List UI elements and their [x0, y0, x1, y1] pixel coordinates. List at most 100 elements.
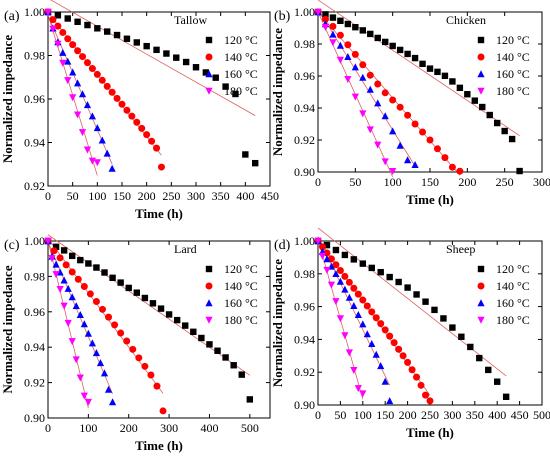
x-tick-label: 400: [200, 421, 218, 435]
y-tick-label: 0.92: [294, 365, 315, 379]
x-tick-label: 100: [88, 189, 106, 203]
data-point: [386, 273, 393, 281]
data-point: [485, 366, 492, 374]
data-point: [354, 290, 362, 298]
series-triangle-down: [314, 8, 397, 175]
data-point: [359, 260, 366, 267]
data-point: [449, 324, 456, 331]
series-triangle-down: [314, 237, 367, 398]
data-point: [366, 85, 374, 93]
data-point: [345, 293, 353, 301]
legend-marker: [477, 36, 485, 44]
legend-entry: 120 °C: [496, 33, 530, 47]
data-point: [159, 407, 167, 415]
data-point: [83, 146, 92, 154]
data-point: [467, 343, 474, 351]
data-point: [64, 319, 72, 327]
data-point: [92, 349, 101, 357]
data-point: [374, 80, 382, 88]
panel-2: 0 50 100 150 200 250 300 0.90 0.92 0.94 0.96 0.98 1.…: [270, 0, 550, 207]
x-tick-label: 300: [187, 189, 205, 203]
data-point: [103, 82, 111, 90]
data-point: [351, 93, 359, 101]
data-point: [232, 90, 239, 98]
data-point: [59, 28, 67, 36]
data-point: [433, 145, 441, 153]
data-point: [157, 305, 165, 312]
data-point: [198, 334, 205, 342]
data-point: [222, 354, 229, 361]
data-point: [329, 39, 337, 47]
data-point: [441, 72, 449, 80]
fit-line: [317, 227, 507, 377]
data-point: [44, 8, 52, 16]
y-tick-label: 0.98: [24, 49, 45, 63]
data-point: [471, 97, 478, 104]
data-point: [94, 25, 101, 32]
data-point: [68, 293, 76, 301]
data-point: [419, 60, 426, 68]
data-point: [118, 100, 126, 108]
legend-title: Chicken: [446, 13, 486, 27]
data-point: [374, 34, 381, 42]
legend-entry: 180 °C: [224, 313, 258, 327]
data-point: [344, 53, 352, 60]
data-point: [419, 128, 427, 136]
data-point: [389, 127, 397, 135]
data-point: [202, 69, 210, 76]
x-tick-label: 300: [160, 421, 178, 435]
data-point: [329, 14, 337, 21]
data-point: [494, 119, 501, 127]
data-point: [359, 110, 367, 118]
data-point: [157, 163, 165, 171]
legend-entry: 140 °C: [496, 50, 530, 64]
data-point: [133, 39, 140, 46]
data-point: [192, 64, 200, 71]
x-tick-label: 150: [376, 408, 394, 422]
x-tick-label: 450: [261, 189, 279, 203]
x-axis-label: Time (h): [406, 192, 454, 207]
data-point: [417, 381, 425, 389]
data-point: [56, 254, 64, 262]
data-point: [74, 111, 82, 119]
data-point: [56, 285, 64, 293]
data-point: [390, 339, 398, 347]
data-point: [64, 15, 71, 22]
data-point: [92, 298, 100, 306]
data-point: [332, 270, 340, 277]
data-point: [93, 70, 101, 78]
data-point: [366, 71, 374, 79]
data-point: [377, 320, 385, 328]
data-point: [336, 315, 344, 323]
data-point: [93, 159, 101, 167]
data-point: [56, 268, 64, 276]
data-point: [368, 308, 376, 316]
data-point: [352, 24, 359, 31]
series-circle: [314, 237, 434, 405]
data-point: [426, 65, 434, 72]
data-point: [48, 255, 56, 263]
data-point: [456, 167, 464, 175]
y-tick-label: 0.94: [24, 340, 45, 354]
data-point: [173, 54, 180, 61]
data-point: [350, 284, 358, 292]
data-point: [336, 41, 344, 49]
legend-marker: [477, 299, 485, 307]
legend-marker: [477, 53, 485, 61]
data-point: [206, 341, 213, 348]
x-tick-label: 150: [421, 175, 439, 189]
data-point: [49, 16, 57, 24]
panel-3: 0 100 200 300 400 500 0.90 0.92 0.94 0.96 0.98 1.00…: [0, 234, 271, 453]
y-tick-label: 0.98: [24, 269, 45, 283]
legend-title: Lard: [174, 242, 197, 256]
legend-marker: [205, 36, 213, 44]
data-point: [377, 268, 384, 276]
data-point: [359, 320, 367, 328]
data-point: [252, 159, 259, 167]
data-point: [68, 338, 76, 346]
x-tick-label: 350: [212, 189, 230, 203]
legend-marker: [477, 70, 485, 78]
data-point: [84, 21, 91, 29]
legend-entry: 160 °C: [224, 67, 258, 81]
data-point: [69, 41, 77, 49]
